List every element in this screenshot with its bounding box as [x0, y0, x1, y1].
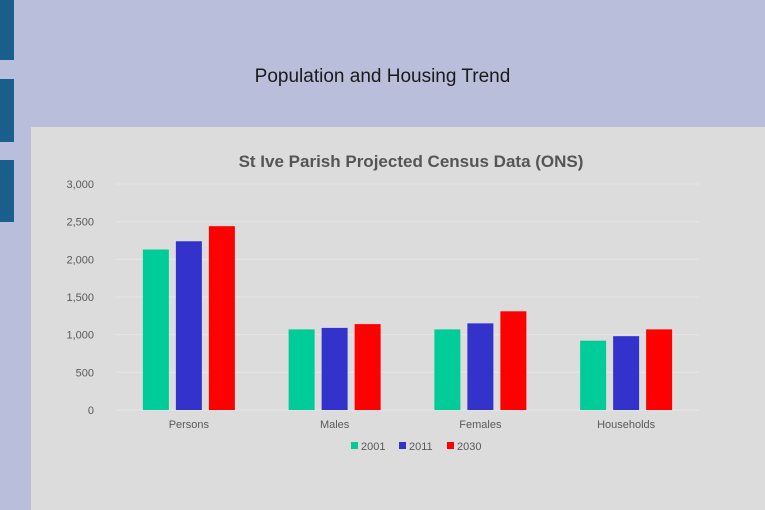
y-tick-label: 3,000 [66, 179, 94, 191]
accent-bar-bottom [0, 160, 14, 222]
bar-males-2001 [288, 329, 315, 410]
slide-title: Population and Housing Trend [254, 66, 511, 87]
legend-label-2001: 2001 [361, 441, 385, 453]
y-tick-label: 1,500 [66, 292, 94, 304]
y-tick-label: 500 [76, 367, 94, 379]
bar-persons-2011 [175, 241, 202, 410]
accent-bar-top [0, 0, 14, 60]
accent-bar-middle [0, 79, 14, 142]
chart-panel: St Ive Parish Projected Census Data (ONS… [31, 127, 765, 510]
bar-households-2001 [580, 340, 607, 410]
bar-males-2011 [321, 327, 348, 410]
bar-households-2030 [646, 329, 673, 410]
y-tick-label: 0 [88, 405, 94, 417]
census-bar-chart: St Ive Parish Projected Census Data (ONS… [66, 152, 699, 453]
bar-females-2030 [500, 311, 527, 410]
category-label: Females [459, 419, 502, 431]
bar-households-2011 [613, 336, 640, 410]
chart-title: St Ive Parish Projected Census Data (ONS… [239, 152, 584, 171]
legend-swatch-2011 [399, 442, 406, 449]
bar-persons-2001 [142, 249, 169, 410]
category-label: Households [597, 419, 656, 431]
y-tick-label: 2,500 [66, 217, 94, 229]
category-label: Persons [169, 419, 210, 431]
legend-label-2030: 2030 [457, 441, 481, 453]
y-tick-label: 2,000 [66, 254, 94, 266]
legend-swatch-2030 [447, 442, 454, 449]
bar-males-2030 [354, 324, 381, 410]
bar-persons-2030 [208, 226, 235, 410]
legend-swatch-2001 [351, 442, 358, 449]
category-label: Males [320, 419, 350, 431]
y-tick-label: 1,000 [66, 330, 94, 342]
bar-females-2001 [434, 329, 461, 410]
bar-females-2011 [467, 323, 494, 410]
legend-label-2011: 2011 [409, 441, 433, 453]
